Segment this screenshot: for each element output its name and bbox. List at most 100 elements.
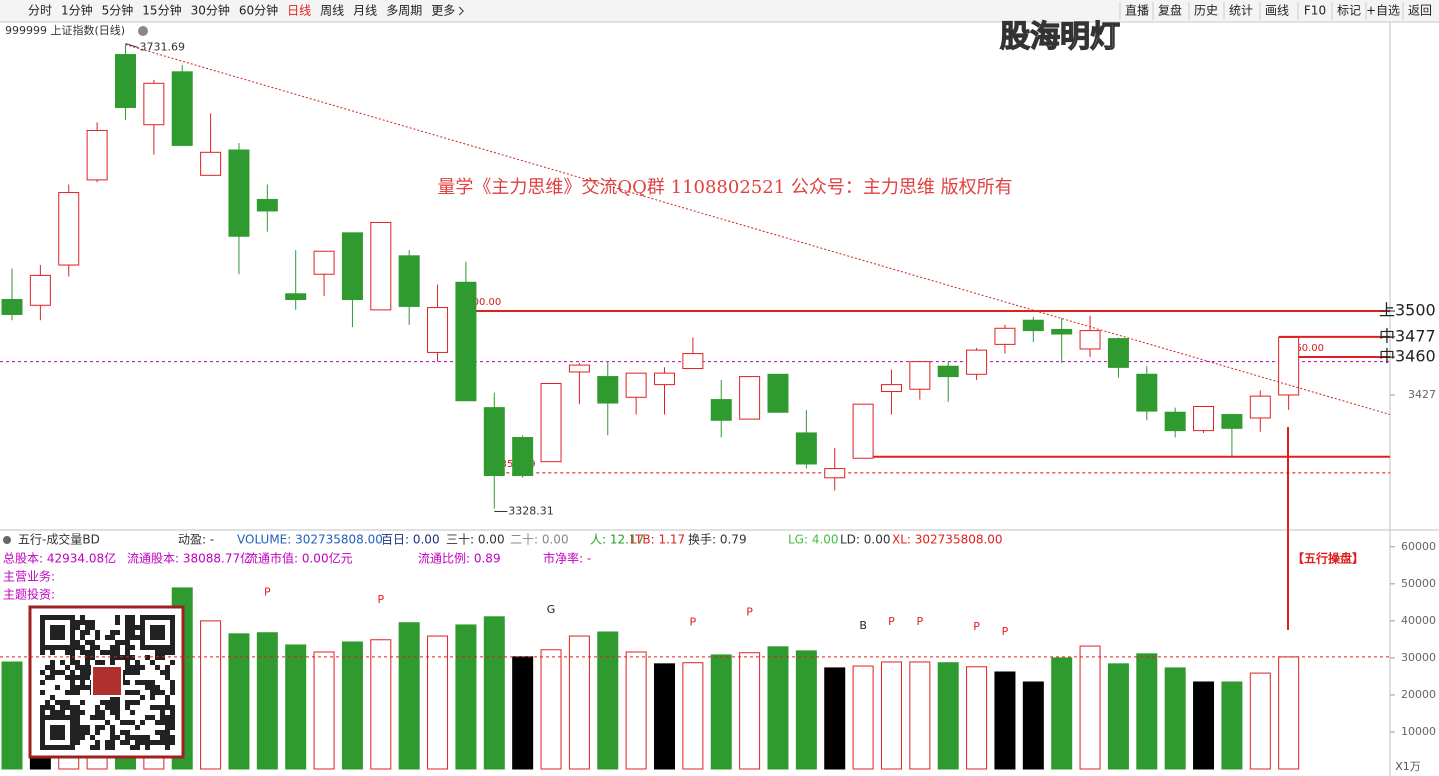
qr-module: [50, 695, 55, 700]
volume-bar: [654, 663, 676, 770]
qr-module: [170, 715, 175, 720]
qr-module: [110, 730, 115, 735]
qr-module: [115, 695, 120, 700]
qr-module: [125, 690, 130, 695]
tool-button[interactable]: 统计: [1229, 4, 1253, 18]
qr-finder: [150, 625, 165, 640]
tab[interactable]: 日线: [287, 4, 311, 18]
volume-bar: [767, 646, 789, 770]
tool-button[interactable]: 画线: [1265, 4, 1289, 18]
qr-module: [145, 655, 150, 660]
panel-tag: 【五行操盘】: [1292, 551, 1364, 566]
qr-module: [75, 645, 80, 650]
qr-module: [90, 735, 95, 740]
tab[interactable]: 30分钟: [191, 3, 230, 18]
qr-module: [125, 665, 130, 670]
extreme-label: 3328.31: [508, 504, 554, 517]
qr-module: [130, 735, 135, 740]
qr-module: [135, 635, 140, 640]
candle-body: [597, 376, 619, 404]
qr-module: [125, 705, 130, 710]
volume-bar: [739, 652, 761, 770]
qr-module: [75, 725, 80, 730]
tool-button[interactable]: F10: [1304, 4, 1326, 18]
tab[interactable]: 分时: [28, 4, 52, 18]
qr-module: [40, 710, 45, 715]
volume-bar: [313, 651, 335, 770]
qr-module: [65, 690, 70, 695]
tab[interactable]: 5分钟: [102, 3, 134, 18]
volume-bar: [398, 622, 420, 770]
qr-module: [165, 650, 170, 655]
qr-module: [115, 645, 120, 650]
qr-module: [140, 695, 145, 700]
tool-button[interactable]: +自选: [1366, 4, 1400, 18]
qr-module: [105, 635, 110, 640]
qr-module: [105, 745, 110, 750]
candle-body: [739, 376, 761, 420]
qr-module: [85, 625, 90, 630]
volume-bar: [1164, 667, 1186, 770]
qr-module: [110, 645, 115, 650]
signal-letter: P: [746, 606, 753, 619]
tab[interactable]: 更多: [431, 4, 455, 18]
qr-module: [145, 715, 150, 720]
volume-bar: [625, 651, 647, 770]
dropdown-icon[interactable]: [3, 536, 11, 544]
signal-letter: B: [859, 619, 867, 632]
candle-body: [710, 399, 732, 421]
qr-module: [90, 645, 95, 650]
volume-bar: [370, 639, 392, 770]
y-tick-label: 50000: [1401, 577, 1436, 590]
qr-module: [115, 710, 120, 715]
signal-letter: P: [1002, 625, 1009, 638]
volume-bar: [937, 662, 959, 770]
candle-body: [143, 82, 165, 126]
qr-module: [155, 690, 160, 695]
tab[interactable]: 月线: [353, 4, 377, 18]
tool-button[interactable]: 返回: [1408, 4, 1432, 18]
qr-module: [130, 620, 135, 625]
qr-module: [45, 665, 50, 670]
qr-module: [170, 685, 175, 690]
tool-button[interactable]: 历史: [1194, 4, 1218, 18]
dropdown-icon[interactable]: [138, 26, 148, 36]
qr-module: [140, 680, 145, 685]
qr-module: [75, 715, 80, 720]
qr-module: [170, 680, 175, 685]
indicator-value: LD: 0.00: [840, 533, 891, 547]
qr-module: [70, 675, 75, 680]
qr-module: [90, 715, 95, 720]
volume-bar: [1221, 681, 1243, 770]
tool-button[interactable]: 直播: [1125, 4, 1149, 18]
qr-module: [160, 740, 165, 745]
volume-bar: [455, 624, 477, 770]
qr-module: [165, 670, 170, 675]
qr-module: [135, 680, 140, 685]
tab[interactable]: 周线: [320, 4, 344, 18]
tab[interactable]: 15分钟: [142, 3, 181, 18]
topic: 主题投资:: [3, 587, 55, 602]
candle-body: [852, 403, 874, 459]
qr-module: [110, 725, 115, 730]
toolbar-bg: [0, 0, 1439, 22]
qr-module: [160, 730, 165, 735]
tool-button[interactable]: 标记: [1337, 4, 1361, 18]
qr-module: [100, 660, 105, 665]
qr-module: [115, 705, 120, 710]
qr-module: [80, 710, 85, 715]
tab[interactable]: 60分钟: [239, 3, 278, 18]
candle-body: [228, 149, 250, 237]
candle-body: [313, 250, 335, 275]
tab[interactable]: 多周期: [386, 4, 422, 18]
qr-module: [80, 730, 85, 735]
qr-module: [90, 655, 95, 660]
qr-module: [170, 660, 175, 665]
tab[interactable]: 1分钟: [61, 3, 93, 18]
qr-module: [50, 660, 55, 665]
tool-button[interactable]: 复盘: [1158, 3, 1182, 18]
candle-body: [483, 407, 505, 476]
qr-module: [95, 635, 100, 640]
qr-module: [135, 670, 140, 675]
qr-module: [110, 650, 115, 655]
